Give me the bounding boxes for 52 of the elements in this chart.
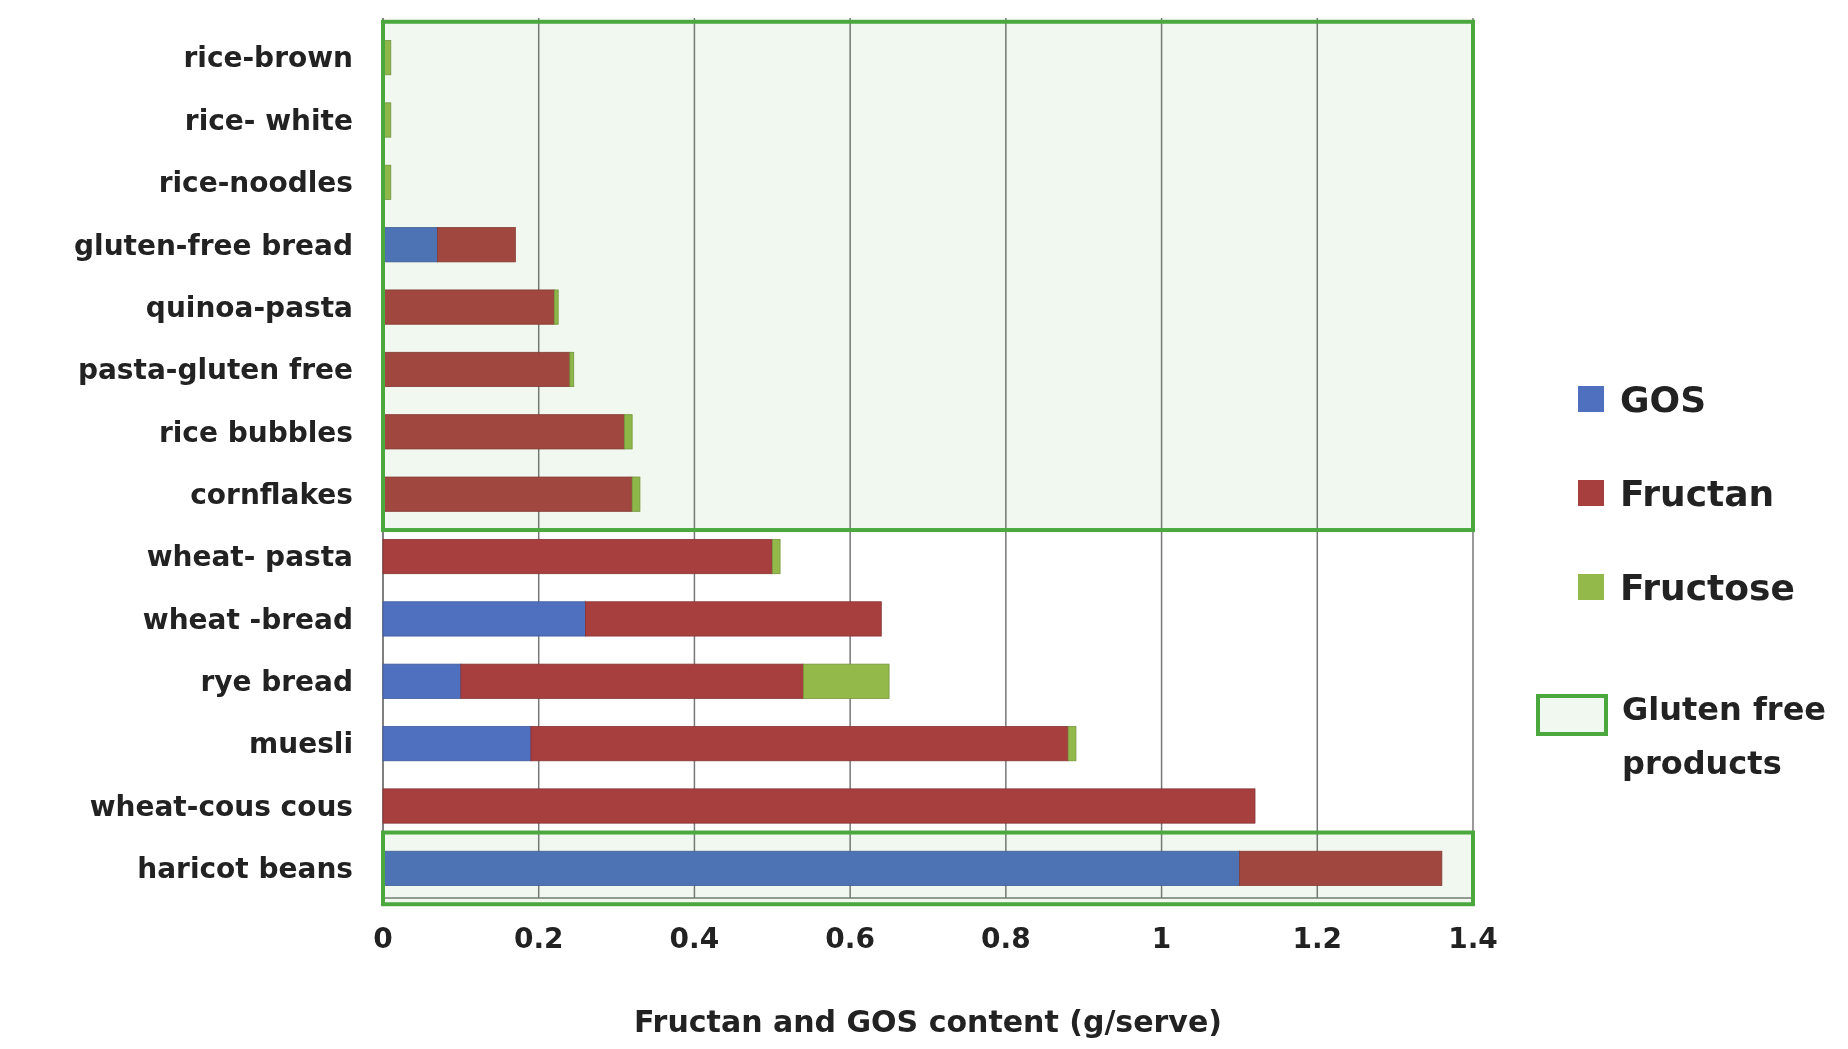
bar [569, 351, 575, 387]
y-tick-label: wheat -bread [142, 602, 353, 636]
y-tick-label: wheat-cous cous [89, 789, 353, 823]
x-axis-title: Fructan and GOS content (g/serve) [634, 1004, 1222, 1039]
y-tick-label: rice bubbles [158, 415, 353, 449]
bar [382, 788, 1256, 824]
bar [382, 601, 586, 637]
bar [382, 414, 625, 450]
bar [382, 663, 462, 699]
bar [623, 414, 633, 450]
legend-label: Fructan [1620, 472, 1775, 514]
legend-label: GOS [1620, 378, 1707, 420]
y-tick-label: rye bread [200, 665, 353, 699]
bar [530, 726, 1069, 762]
bar [437, 227, 516, 263]
y-tick-label: cornflakes [190, 477, 353, 511]
legend-label: Fructose [1620, 566, 1795, 608]
bar [553, 289, 559, 325]
y-tick-label: wheat- pasta [146, 540, 353, 574]
y-tick-label: quinoa-pasta [145, 290, 353, 324]
bar [631, 476, 641, 512]
y-tick-label: rice- white [184, 103, 353, 137]
bar [382, 726, 532, 762]
bar [382, 102, 392, 138]
x-tick-label: 0 [373, 922, 393, 955]
x-tick-label: 1.4 [1448, 922, 1498, 955]
x-tick-label: 1.2 [1292, 922, 1343, 955]
bar [382, 476, 633, 512]
y-tick-label: gluten-free bread [73, 228, 353, 262]
y-tick-label: haricot beans [137, 852, 353, 886]
bar [382, 289, 555, 325]
bar [1239, 850, 1443, 886]
y-tick-label: rice-brown [183, 41, 353, 75]
bar [382, 40, 392, 76]
bar [585, 601, 882, 637]
x-tick-label: 0.6 [825, 922, 875, 955]
legend-label: Gluten free products [1622, 690, 1827, 782]
y-tick-label: pasta-gluten free [77, 353, 353, 387]
bar [382, 351, 571, 387]
bar [382, 539, 773, 575]
y-tick-label: rice-noodles [158, 166, 353, 200]
bar [1067, 726, 1077, 762]
x-tick-label: 1 [1151, 922, 1172, 955]
bar [382, 227, 438, 263]
x-tick-label: 0.8 [981, 922, 1031, 955]
y-tick-label: muesli [249, 727, 353, 761]
bar [771, 539, 781, 575]
bar [803, 663, 890, 699]
bar [460, 663, 804, 699]
bar [382, 164, 392, 200]
x-tick-label: 0.4 [669, 922, 720, 955]
x-tick-label: 0.2 [513, 922, 564, 955]
